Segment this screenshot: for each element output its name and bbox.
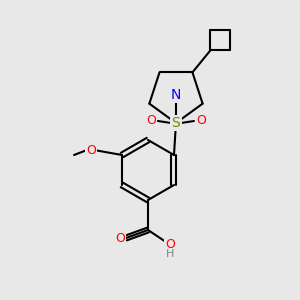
Text: S: S — [172, 116, 180, 130]
Text: O: O — [146, 115, 156, 128]
Text: O: O — [196, 115, 206, 128]
Text: O: O — [86, 143, 96, 157]
Text: O: O — [165, 238, 175, 250]
Text: N: N — [171, 88, 181, 102]
Text: O: O — [115, 232, 125, 244]
Text: H: H — [166, 249, 174, 259]
